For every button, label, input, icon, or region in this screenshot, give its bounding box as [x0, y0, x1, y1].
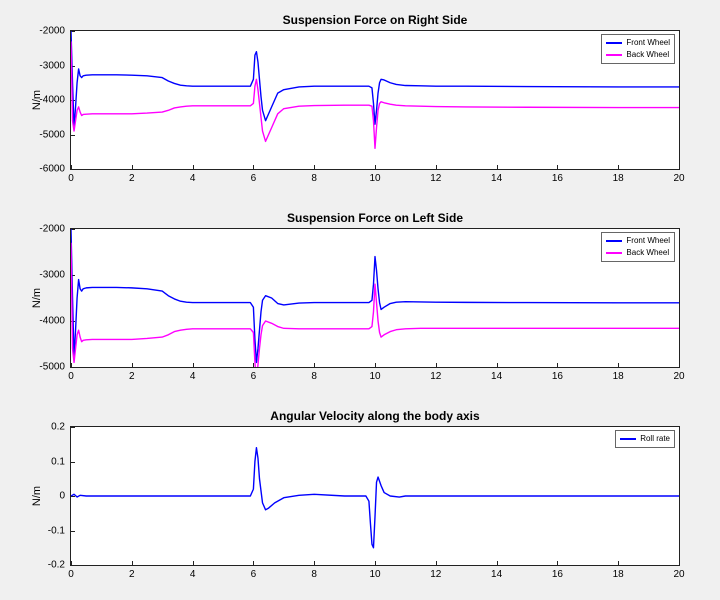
ytick-label: 0.2 [51, 422, 65, 433]
xtick-label: 6 [251, 173, 257, 184]
subplot-1: Suspension Force on Left SideN/m-5000-40… [70, 228, 680, 368]
ytick-label: -0.1 [48, 525, 65, 536]
xtick-label: 14 [491, 569, 502, 580]
legend-label: Back Wheel [626, 49, 669, 61]
xtick-label: 10 [369, 371, 380, 382]
plot-canvas [71, 31, 679, 169]
xtick-label: 4 [190, 173, 196, 184]
y-axis-label: N/m [31, 288, 43, 308]
figure: Suspension Force on Right Side N/m -6000 -5… [0, 0, 720, 600]
xtick-label: 10 [369, 569, 380, 580]
xtick-label: 6 [251, 569, 257, 580]
legend-item: Front Wheel [606, 37, 670, 49]
subplot-2: Angular Velocity along the body axisN/m-… [70, 426, 680, 566]
xtick-label: 20 [673, 371, 684, 382]
xtick-label: 20 [673, 173, 684, 184]
xtick-label: 8 [311, 569, 317, 580]
ytick-label: 0.1 [51, 456, 65, 467]
xtick-label: 8 [311, 371, 317, 382]
ytick-label: -3000 [39, 60, 65, 71]
ytick-label: -5000 [39, 362, 65, 373]
legend: Front WheelBack Wheel [601, 232, 675, 262]
subplot-title: Suspension Force on Right Side [71, 13, 679, 27]
ytick-label: -6000 [39, 164, 65, 175]
xtick-label: 18 [613, 371, 624, 382]
ytick-label: -4000 [39, 316, 65, 327]
ytick [71, 367, 75, 368]
subplot-0: Suspension Force on Right SideN/m-6000-5… [70, 30, 680, 170]
legend: Front WheelBack Wheel [601, 34, 675, 64]
xtick-label: 0 [68, 371, 74, 382]
legend: Roll rate [615, 430, 675, 448]
ytick-label: -5000 [39, 129, 65, 140]
xtick-label: 14 [491, 371, 502, 382]
xtick-label: 2 [129, 173, 135, 184]
xtick [679, 363, 680, 367]
xtick-label: 12 [430, 569, 441, 580]
legend-swatch [606, 54, 622, 56]
xtick-label: 2 [129, 371, 135, 382]
ytick-label: -0.2 [48, 560, 65, 571]
legend-item: Back Wheel [606, 49, 670, 61]
plot-canvas [71, 229, 679, 367]
legend-swatch [606, 252, 622, 254]
legend-label: Back Wheel [626, 247, 669, 259]
legend-item: Back Wheel [606, 247, 670, 259]
y-axis-label: N/m [31, 486, 43, 506]
xtick-label: 4 [190, 371, 196, 382]
xtick-label: 20 [673, 569, 684, 580]
xtick-label: 0 [68, 569, 74, 580]
xtick-label: 10 [369, 173, 380, 184]
xtick-label: 16 [552, 569, 563, 580]
legend-label: Roll rate [640, 433, 670, 445]
xtick-label: 12 [430, 371, 441, 382]
legend-label: Front Wheel [626, 235, 670, 247]
subplot-title: Angular Velocity along the body axis [71, 409, 679, 423]
subplot-title: Suspension Force on Left Side [71, 211, 679, 225]
legend-label: Front Wheel [626, 37, 670, 49]
xtick-label: 18 [613, 569, 624, 580]
xtick-label: 12 [430, 173, 441, 184]
xtick-label: 2 [129, 569, 135, 580]
legend-swatch [620, 438, 636, 440]
ytick [71, 565, 75, 566]
xtick-label: 6 [251, 371, 257, 382]
legend-swatch [606, 42, 622, 44]
xtick-label: 14 [491, 173, 502, 184]
xtick [679, 561, 680, 565]
xtick-label: 4 [190, 569, 196, 580]
ytick-label: -4000 [39, 95, 65, 106]
ytick-label: -2000 [39, 26, 65, 37]
legend-item: Roll rate [620, 433, 670, 445]
plot-canvas [71, 427, 679, 565]
xtick-label: 0 [68, 173, 74, 184]
xtick-label: 16 [552, 371, 563, 382]
ytick-label: -3000 [39, 270, 65, 281]
ytick-label: -2000 [39, 224, 65, 235]
legend-item: Front Wheel [606, 235, 670, 247]
xtick [679, 165, 680, 169]
ytick-label: 0 [59, 491, 65, 502]
xtick-label: 16 [552, 173, 563, 184]
xtick-label: 8 [311, 173, 317, 184]
series-line [71, 448, 679, 548]
legend-swatch [606, 240, 622, 242]
series-line [71, 41, 679, 148]
ytick [71, 169, 75, 170]
xtick-label: 18 [613, 173, 624, 184]
series-line [71, 31, 679, 128]
